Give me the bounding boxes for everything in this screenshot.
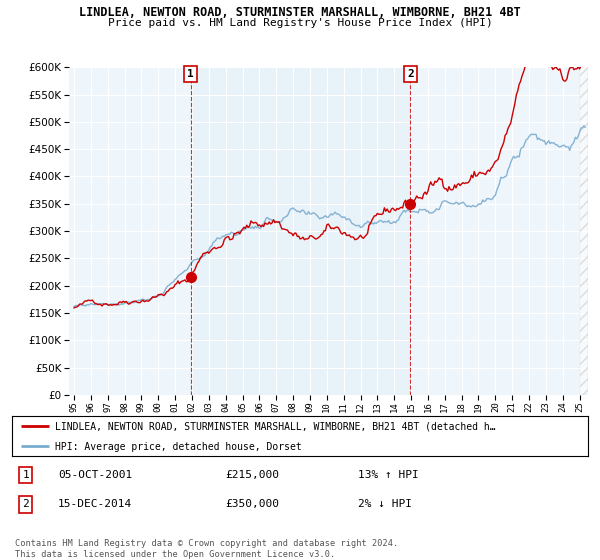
Text: 1: 1 [187,69,194,79]
Text: 1: 1 [22,470,29,480]
Bar [191,67,410,395]
Text: HPI: Average price, detached house, Dorset: HPI: Average price, detached house, Dors… [55,442,302,452]
Text: 2: 2 [407,69,414,79]
Text: 2% ↓ HPI: 2% ↓ HPI [358,500,412,509]
Text: Contains HM Land Registry data © Crown copyright and database right 2024.
This d: Contains HM Land Registry data © Crown c… [15,539,398,559]
Text: LINDLEA, NEWTON ROAD, STURMINSTER MARSHALL, WIMBORNE, BH21 4BT (detached h…: LINDLEA, NEWTON ROAD, STURMINSTER MARSHA… [55,422,496,432]
Text: Price paid vs. HM Land Registry's House Price Index (HPI): Price paid vs. HM Land Registry's House … [107,18,493,28]
Text: 13% ↑ HPI: 13% ↑ HPI [358,470,418,480]
Text: £215,000: £215,000 [225,470,279,480]
Text: £350,000: £350,000 [225,500,279,509]
Text: 05-OCT-2001: 05-OCT-2001 [58,470,133,480]
Text: LINDLEA, NEWTON ROAD, STURMINSTER MARSHALL, WIMBORNE, BH21 4BT: LINDLEA, NEWTON ROAD, STURMINSTER MARSHA… [79,6,521,18]
Text: 15-DEC-2014: 15-DEC-2014 [58,500,133,509]
Text: 2: 2 [22,500,29,509]
